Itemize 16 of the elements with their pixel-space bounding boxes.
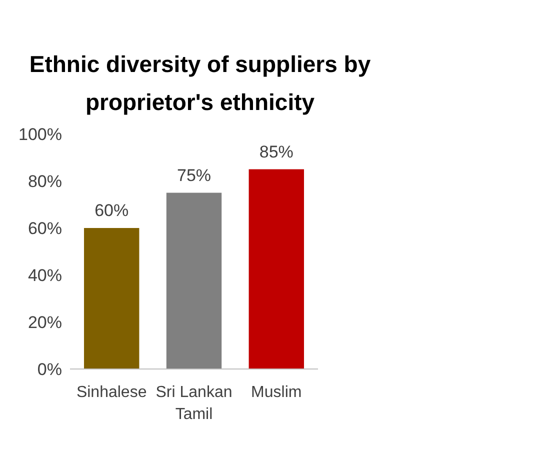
data-label: 60% xyxy=(94,201,129,220)
chart-title: Ethnic diversity of suppliers by proprietor's ethnicity xyxy=(29,51,371,115)
x-tick-label: Sri Lankan Tamil xyxy=(156,384,232,423)
bar xyxy=(248,169,304,369)
y-tick-label: 100% xyxy=(18,124,62,144)
data-label: 85% xyxy=(259,142,294,162)
data-label: 75% xyxy=(176,166,212,185)
bar xyxy=(84,228,140,369)
y-tick-label: 80% xyxy=(28,172,62,191)
bar xyxy=(166,192,222,369)
y-tick-label: 0% xyxy=(37,360,62,379)
y-tick-label: 40% xyxy=(28,266,62,285)
x-tick-label: Sinhalese xyxy=(76,384,147,401)
y-tick-label: 20% xyxy=(28,312,62,332)
y-tick-label: 60% xyxy=(28,218,62,238)
x-tick-label: Muslim xyxy=(251,384,302,401)
